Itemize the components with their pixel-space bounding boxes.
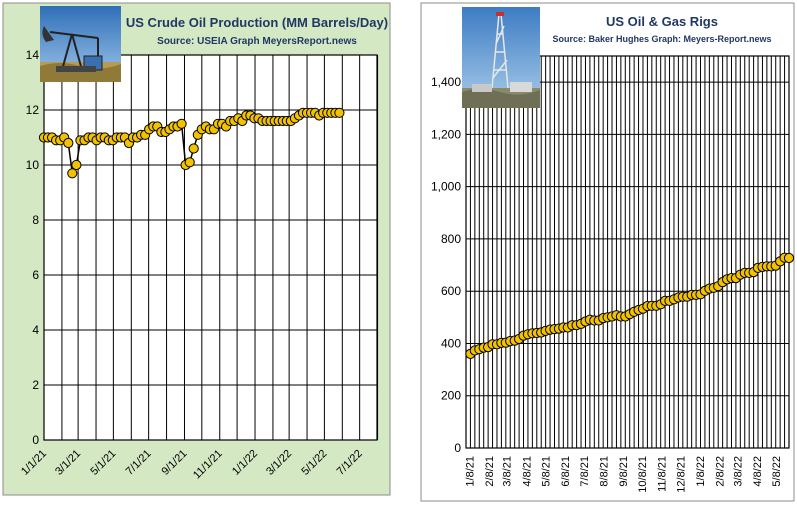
left-data-point: [176, 118, 187, 129]
left-data-point: [71, 159, 82, 171]
rig-count-chart-panel: 0 200 400 600 800 1,000 1,200 1,400 1/8/21 2/8/2…: [420, 2, 795, 502]
right-xtick-label: 5/8/22: [771, 456, 783, 487]
right-plot-area: [466, 56, 789, 448]
drilling-rig-photo: [462, 7, 540, 108]
right-ytick-label: 400: [441, 336, 461, 350]
left-chart-title: US Crude Oil Production (MM Barrels/Day): [126, 15, 388, 30]
left-ytick-label: 4: [32, 323, 39, 337]
left-ytick-label: 12: [26, 103, 40, 117]
right-data-point: [783, 252, 795, 264]
right-xtick-label: 1/8/21: [464, 456, 476, 487]
left-ytick-label: 0: [32, 433, 39, 447]
left-series-production: [38, 107, 345, 179]
right-xtick-label: 1/8/22: [695, 456, 707, 487]
right-plot-frame: [465, 55, 790, 449]
right-xtick-label: 8/8/21: [598, 456, 610, 487]
right-gridlines: [465, 55, 790, 449]
right-xtick-label: 12/8/21: [676, 456, 688, 493]
left-data-point: [67, 168, 78, 179]
oil-pumpjack-photo: [40, 6, 121, 82]
left-plot-frame: [43, 54, 378, 441]
right-xtick-label: 11/8/21: [657, 456, 669, 492]
left-data-point: [184, 157, 195, 168]
right-xtick-label: 4/8/22: [752, 456, 764, 487]
right-xtick-label: 10/8/21: [637, 456, 649, 493]
left-data-point: [334, 107, 345, 118]
left-ytick-label: 10: [26, 158, 40, 172]
left-gridlines: [43, 54, 379, 441]
right-x-axis-ticks: 1/8/21 2/8/21 3/8/21 4/8/21 5/8/21 6/8/21 7/8/…: [464, 456, 783, 493]
right-y-axis-ticks: 0 200 400 600 800 1,000 1,200 1,400: [431, 75, 461, 455]
right-ytick-label: 200: [441, 389, 461, 403]
right-ytick-label: 1,000: [431, 180, 461, 194]
left-data-point: [188, 143, 199, 154]
right-xtick-label: 7/8/21: [579, 456, 591, 487]
left-chart-subtitle: Source: USEIA Graph MeyersReport.news: [157, 36, 357, 47]
right-xtick-label: 6/8/21: [560, 456, 572, 487]
left-ytick-label: 14: [26, 48, 40, 62]
right-ytick-label: 600: [441, 284, 461, 298]
left-y-axis-ticks: 0 2 4 6 8 10 12 14: [26, 48, 40, 447]
right-chart-subtitle: Source: Baker Hughes Graph: Meyers-Repor…: [552, 34, 771, 44]
right-ytick-label: 1,400: [431, 75, 461, 89]
right-xtick-label: 3/8/22: [732, 456, 744, 487]
right-ytick-label: 1,200: [431, 127, 461, 141]
right-xtick-label: 5/8/21: [540, 456, 552, 487]
right-xtick-label: 4/8/21: [521, 456, 533, 487]
right-ytick-label: 0: [454, 441, 461, 455]
right-xtick-label: 2/8/22: [715, 456, 727, 487]
right-xtick-label: 3/8/21: [502, 456, 514, 487]
left-ytick-label: 2: [32, 378, 39, 392]
right-xtick-label: 9/8/21: [618, 456, 630, 487]
left-data-point: [63, 137, 74, 149]
right-series-rigs: [465, 252, 795, 359]
right-xtick-label: 2/8/21: [484, 456, 496, 487]
right-ytick-label: 800: [441, 232, 461, 246]
left-ytick-label: 6: [32, 268, 39, 282]
left-ytick-label: 8: [32, 213, 39, 227]
right-chart-title: US Oil & Gas Rigs: [606, 14, 718, 29]
